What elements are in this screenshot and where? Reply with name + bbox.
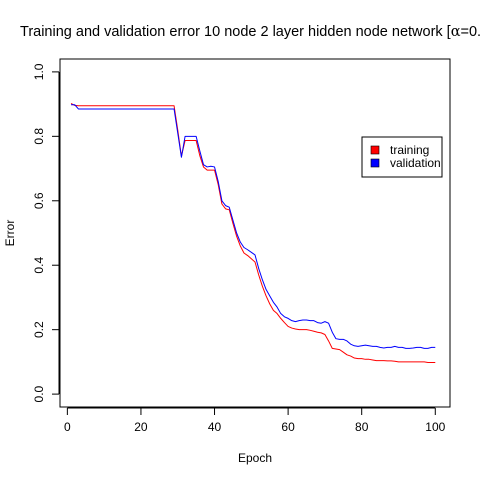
y-tick-label: 0.0: [32, 385, 46, 402]
series-layer: [70, 103, 436, 364]
x-tick-label: 0: [64, 420, 71, 434]
y-axis-label: Error: [3, 220, 17, 247]
plot-area-box: [59, 58, 451, 408]
x-tick-label: 60: [281, 420, 295, 434]
y-tick-label: 0.8: [32, 128, 46, 145]
legend-box: [361, 136, 443, 178]
series-line-training: [70, 103, 436, 364]
x-tick-label: 40: [208, 420, 222, 434]
x-tick-label: 100: [425, 420, 445, 434]
legend-swatch-validation: [370, 158, 380, 168]
axes-layer: 0 20 40 60 80 100 0.0 0.2 0.4 0.6 0.8 1.0: [32, 63, 446, 434]
chart-title-alpha: α: [451, 24, 461, 40]
legend-swatch-training: [370, 145, 380, 155]
y-tick-label: 0.6: [32, 192, 46, 209]
legend-label-training: training: [390, 143, 429, 157]
y-tick-label: 1.0: [32, 63, 46, 80]
y-tick-label: 0.4: [32, 257, 46, 274]
series-line-validation: [71, 104, 436, 349]
chart-title: Training and validation error 10 node 2 …: [20, 24, 480, 40]
chart-title-tail: =0.1: [461, 24, 480, 40]
x-tick-label: 80: [355, 420, 369, 434]
chart-title-main: Training and validation error 10 node 2 …: [20, 24, 451, 40]
x-axis-label: Epoch: [238, 451, 272, 465]
x-tick-label: 20: [134, 420, 148, 434]
legend-label-validation: validation: [390, 156, 441, 170]
y-tick-label: 0.2: [32, 321, 46, 338]
